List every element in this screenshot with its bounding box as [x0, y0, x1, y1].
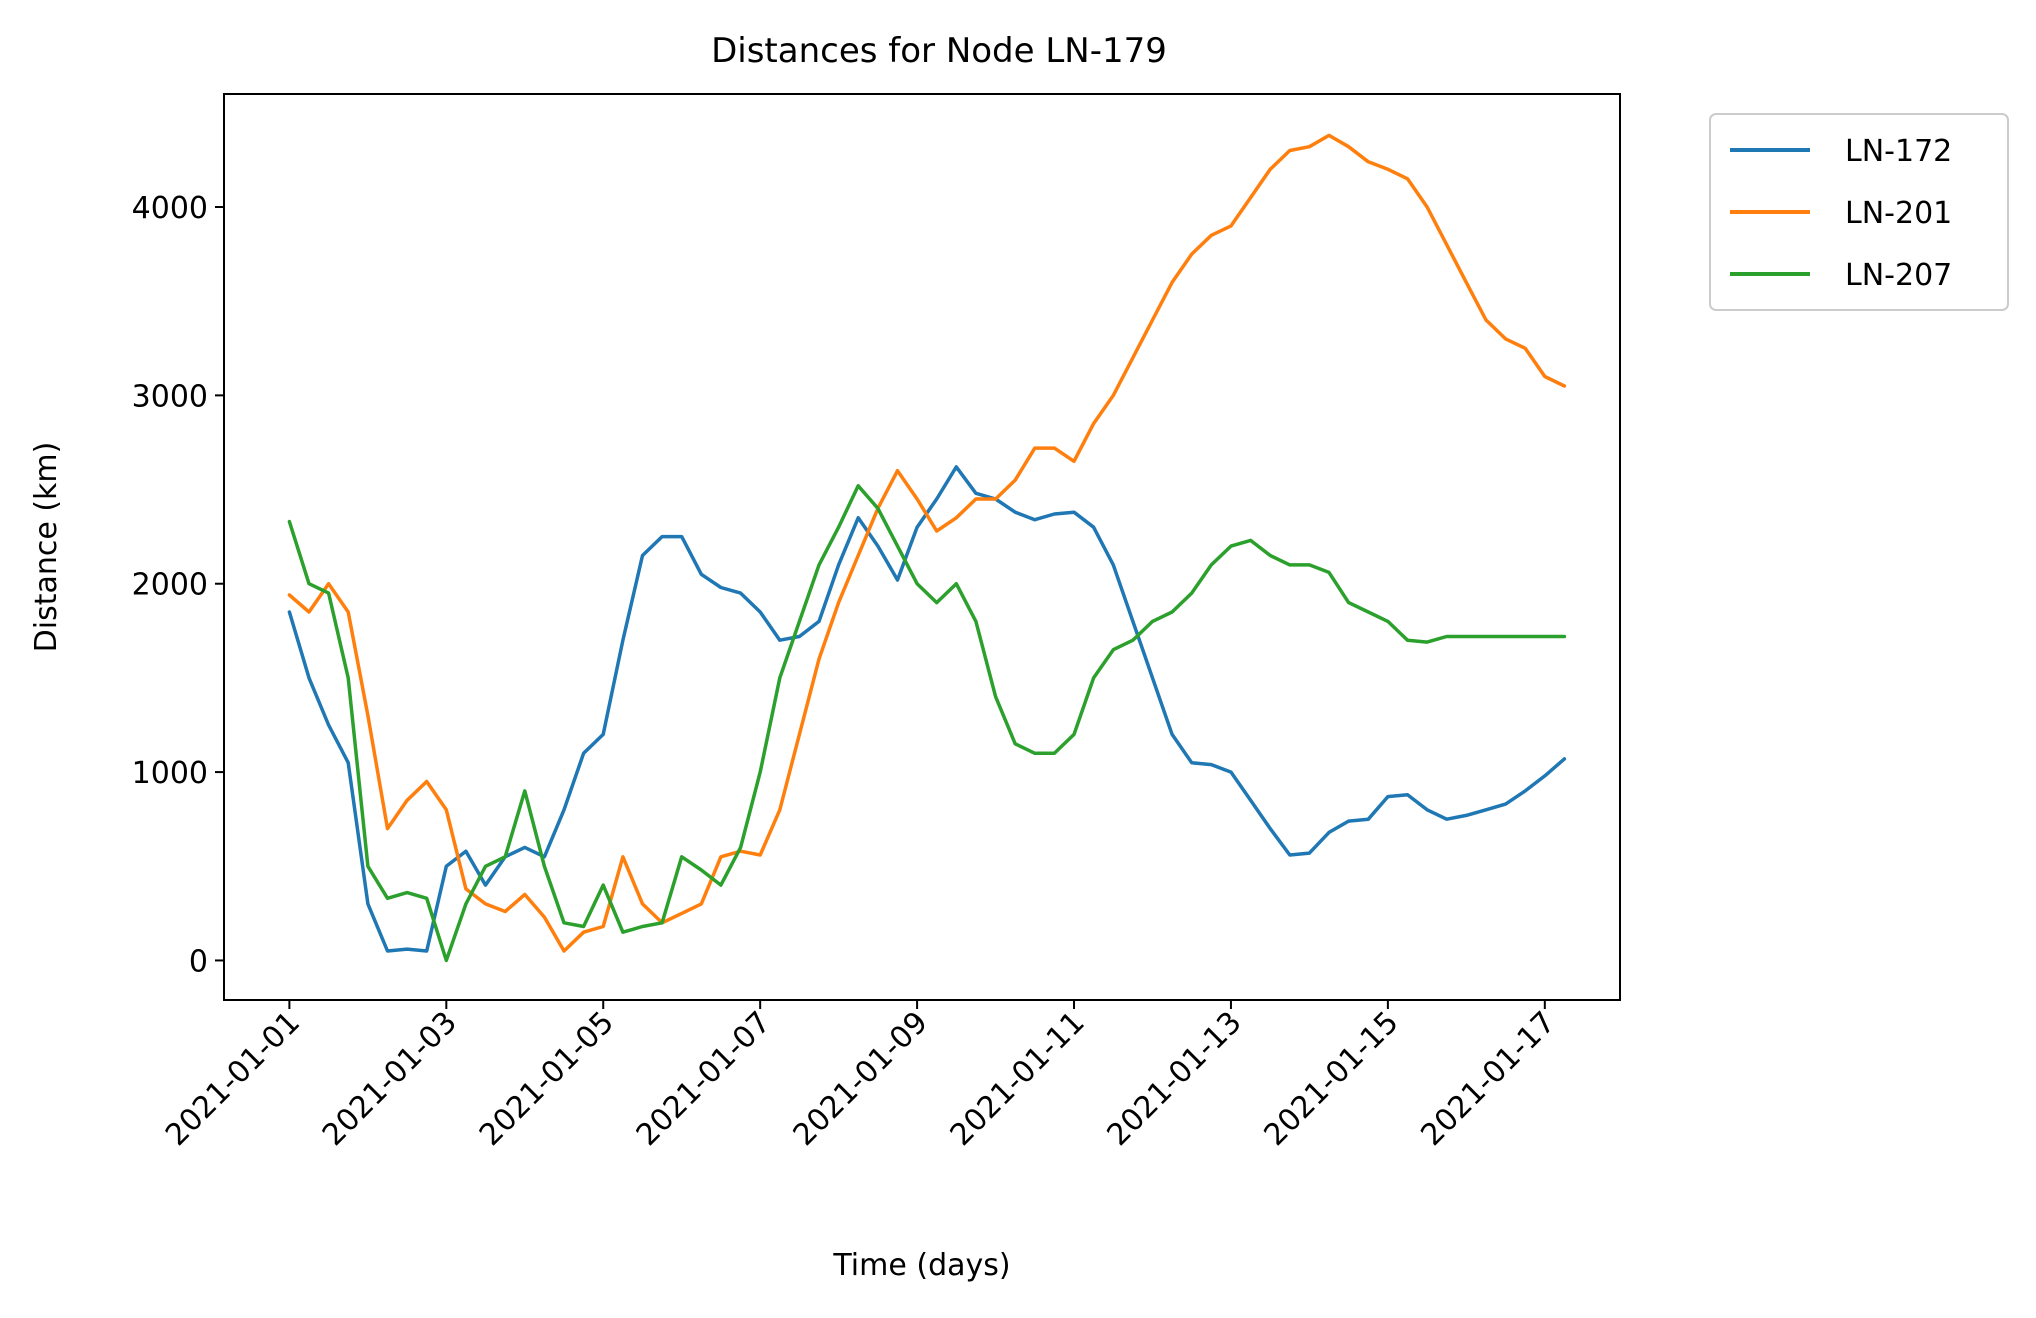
series-line-ln-201: [287, 133, 1567, 953]
x-axis-label: Time (days): [832, 1248, 1010, 1283]
y-tick-label: 2000: [132, 568, 208, 603]
legend-label: LN-207: [1845, 258, 1952, 293]
y-axis: 0 1000 2000 3000 4000: [132, 191, 224, 979]
plot-area: [223, 93, 1621, 1001]
series-line-ln-207: [287, 484, 1567, 963]
legend: LN-172 LN-201 LN-207: [1709, 113, 2009, 311]
legend-label: LN-201: [1845, 196, 1952, 231]
legend-label: LN-172: [1845, 134, 1952, 169]
chart-title: Distances for Node LN-179: [711, 31, 1167, 71]
axes-frame: [223, 93, 1621, 1001]
series-layer: [287, 133, 1567, 963]
y-tick-label: 0: [189, 944, 208, 979]
y-axis-label: Distance (km): [29, 442, 64, 653]
y-tick-label: 3000: [132, 379, 208, 414]
y-tick-label: 4000: [132, 191, 208, 226]
y-tick-label: 1000: [132, 756, 208, 791]
legend-frame: [1709, 113, 2009, 311]
